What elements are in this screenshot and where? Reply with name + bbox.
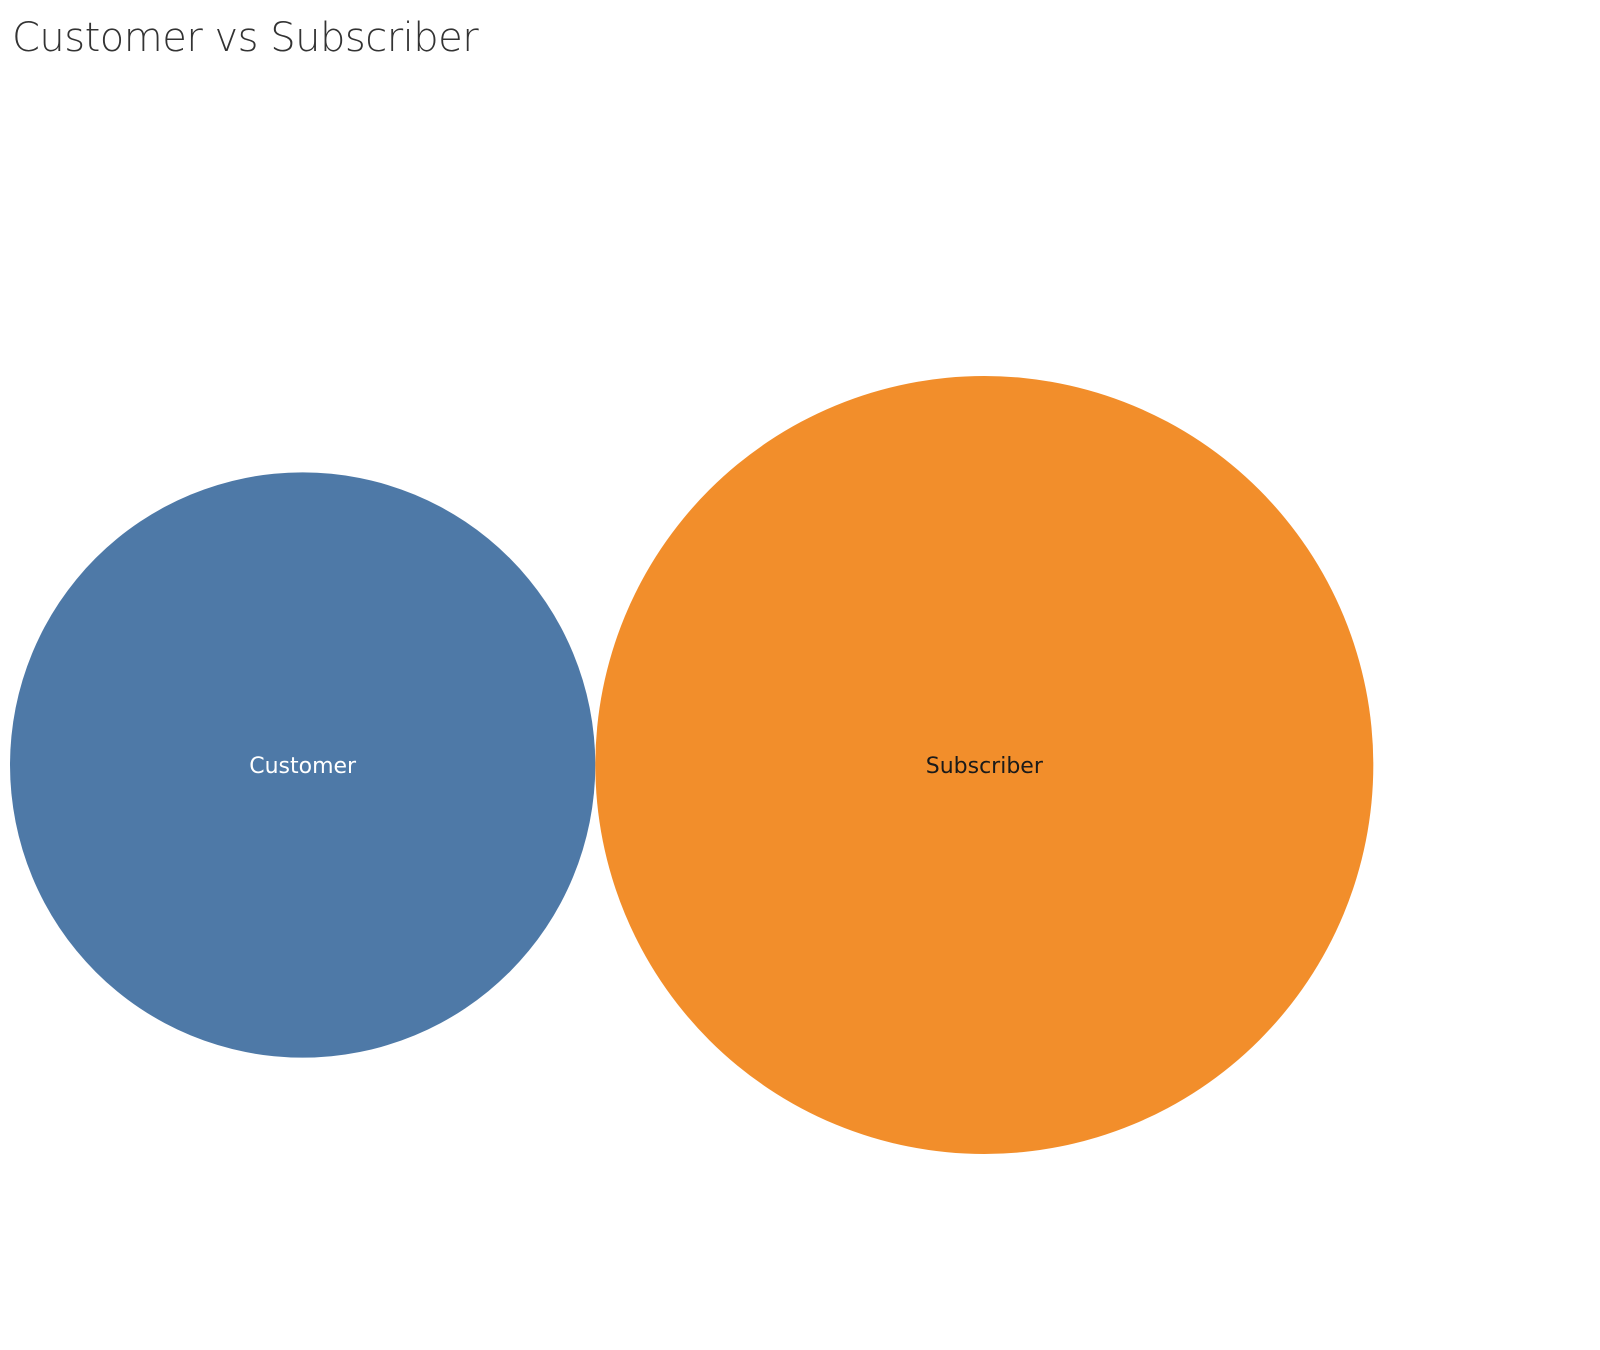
bubble-subscriber[interactable] xyxy=(595,376,1374,1154)
bubble-label-subscriber: Subscriber xyxy=(926,754,1044,779)
chart-title: Customer vs Subscriber xyxy=(12,15,479,61)
bubbles-layer: Customer Subscriber xyxy=(10,376,1374,1154)
bubble-label-customer: Customer xyxy=(249,754,357,779)
bubble-customer[interactable] xyxy=(10,472,596,1058)
